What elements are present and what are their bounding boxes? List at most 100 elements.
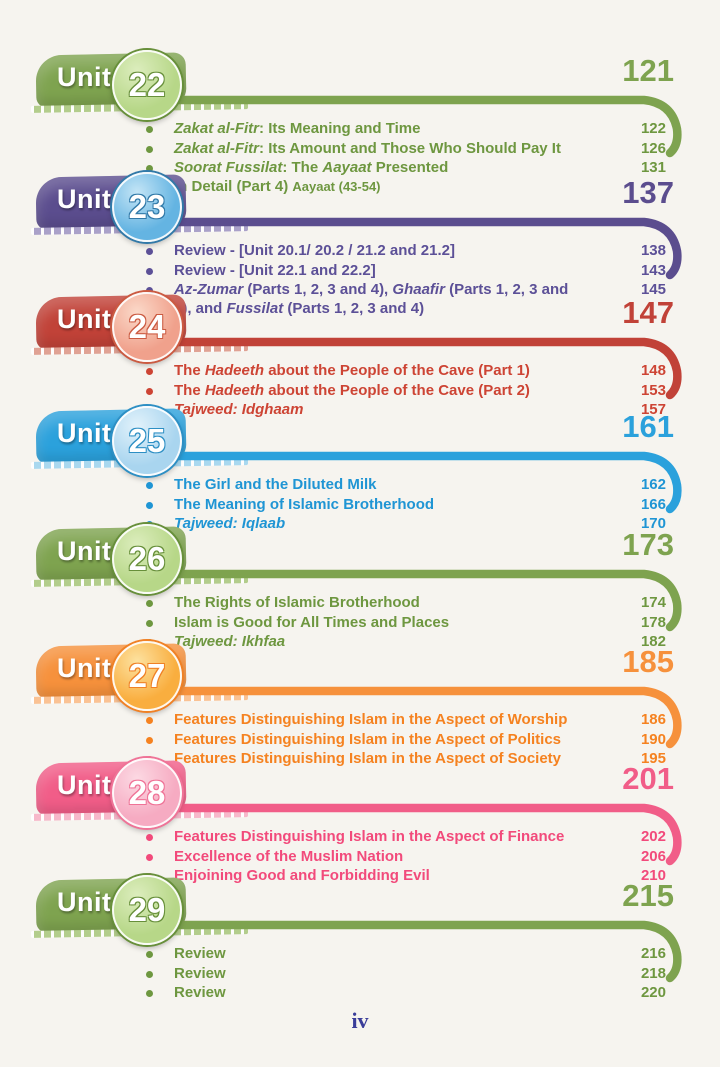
- item-page-number: 174: [640, 594, 666, 611]
- item-title-segment: Review - [Unit 22.1 and 22.2]: [174, 261, 376, 279]
- item-title-segment: Presented: [371, 159, 449, 176]
- item-page-number: 131: [640, 159, 666, 176]
- toc-item: Features Distinguishing Islam in the Asp…: [146, 731, 666, 750]
- item-title-segment: in Detail (Part 4): [174, 177, 293, 195]
- item-title-segment: Review: [174, 945, 226, 962]
- item-title-segment: Review: [174, 984, 226, 1001]
- item-title: The Meaning of Islamic Brotherhood: [174, 496, 622, 515]
- item-title-segment: Features Distinguishing Islam in the Asp…: [174, 730, 562, 748]
- unit-label: Unit: [57, 304, 112, 334]
- unit-label: Unit: [57, 62, 112, 92]
- toc-item: The Meaning of Islamic Brotherhood 166: [146, 496, 666, 515]
- toc-item: Review - [Unit 22.1 and 22.2] 143: [146, 262, 666, 281]
- toc-item: The Girl and the Diluted Milk 162: [146, 476, 666, 495]
- item-title-segment: The Meaning of Islamic Brotherhood: [174, 495, 435, 513]
- item-title-segment: Review - [Unit 20.1/ 20.2 / 21.2 and 21.…: [174, 242, 455, 259]
- item-title-segment: The: [174, 381, 205, 399]
- item-bullet-icon: [146, 267, 153, 275]
- item-title-segment: Tajweed: Idghaam: [174, 401, 304, 418]
- item-bullet-icon: [146, 248, 153, 255]
- item-title-segment: Features Distinguishing Islam in the Asp…: [174, 711, 568, 728]
- unit-page-number: 185: [622, 644, 674, 679]
- unit-number-badge: 25: [112, 406, 182, 476]
- item-title: Features Distinguishing Islam in the Asp…: [174, 731, 622, 750]
- item-title: Zakat al-Fitr: Its Amount and Those Who …: [174, 140, 622, 159]
- item-title-segment: Zakat al-Fitr: [174, 120, 260, 137]
- banner-swoosh-line: [166, 920, 682, 983]
- unit-section-28: Unit 28 201 Features Distinguishing Islam i…: [0, 758, 720, 884]
- banner-swoosh-line: [166, 569, 682, 632]
- banner-swoosh-line: [166, 686, 682, 749]
- unit-banner: Unit 26 173: [0, 524, 720, 632]
- item-title-segment: Hadeeth: [204, 381, 265, 399]
- unit-label: Unit: [57, 536, 112, 566]
- unit-section-26: Unit 26 173 The Rights of Islamic Brotherho…: [0, 524, 720, 650]
- item-title-segment: Zakat al-Fitr: [174, 139, 260, 157]
- item-title-segment: Features Distinguishing Islam in the Asp…: [174, 828, 565, 845]
- item-title: Review: [174, 945, 622, 964]
- toc-item: Review - [Unit 20.1/ 20.2 / 21.2 and 21.…: [146, 242, 666, 261]
- unit-section-29: Unit 29 215 Review 216 Review 218 Review 220: [0, 875, 720, 1001]
- item-title-segment: Aayaat: [322, 159, 372, 176]
- item-title: Review - [Unit 22.1 and 22.2]: [174, 262, 622, 281]
- unit-page-number: 215: [622, 878, 674, 913]
- item-page-number: 170: [640, 515, 666, 532]
- item-title: Tajweed: Idghaam: [174, 401, 622, 420]
- toc-item: Soorat Fussilat: The Aayaat Presented in …: [146, 159, 666, 196]
- item-title-segment: The Rights of Islamic Brotherhood: [174, 594, 420, 611]
- item-title: Features Distinguishing Islam in the Asp…: [174, 828, 622, 847]
- item-page-number: 195: [640, 750, 666, 767]
- unit-number-badge: 24: [112, 292, 182, 362]
- item-title-segment: 4), and: [174, 299, 227, 317]
- unit-items-list: Review 216 Review 218 Review 220: [146, 945, 666, 1004]
- unit-banner: Unit 24 147: [0, 292, 720, 400]
- item-title: Review - [Unit 20.1/ 20.2 / 21.2 and 21.…: [174, 242, 622, 261]
- banner-swoosh-line: [166, 217, 682, 280]
- toc-item: Az-Zumar (Parts 1, 2, 3 and 4), Ghaafir …: [146, 281, 666, 318]
- item-bullet-icon: [146, 990, 153, 997]
- toc-item: Review 216: [146, 945, 666, 964]
- unit-number-badge: 29: [112, 875, 182, 945]
- item-title: The Rights of Islamic Brotherhood: [174, 594, 622, 613]
- unit-label: Unit: [57, 887, 112, 917]
- unit-number-badge: 28: [112, 758, 182, 828]
- unit-section-24: Unit 24 147 The Hadeeth about the People of…: [0, 292, 720, 418]
- item-page-number: 182: [640, 633, 666, 650]
- unit-number-badge: 26: [112, 524, 182, 594]
- toc-item: Features Distinguishing Islam in the Asp…: [146, 828, 666, 847]
- item-title: Soorat Fussilat: The Aayaat Presented in …: [174, 159, 622, 196]
- unit-items-list: Zakat al-Fitr: Its Meaning and Time 122 Za…: [146, 120, 666, 197]
- item-title-segment: : Its Meaning and Time: [259, 120, 421, 137]
- unit-label: Unit: [57, 418, 112, 448]
- unit-page-number: 161: [622, 409, 674, 444]
- toc-item: Islam is Good for All Times and Places 17…: [146, 614, 666, 633]
- item-title-segment: Islam is Good for All Times and Places: [174, 613, 450, 631]
- item-title: Islam is Good for All Times and Places: [174, 614, 622, 633]
- item-title-segment: The: [174, 362, 205, 379]
- item-page-number: 138: [640, 242, 666, 259]
- item-title-segment: Az-Zumar: [174, 281, 244, 298]
- item-page-number: 218: [640, 964, 666, 982]
- item-page-number: 145: [640, 281, 666, 298]
- item-page-number: 206: [640, 847, 666, 865]
- item-title-segment: Enjoining Good and Forbidding Evil: [174, 867, 430, 884]
- item-bullet-icon: [146, 482, 153, 489]
- toc-item: Review 218: [146, 965, 666, 984]
- item-page-number: 202: [640, 828, 666, 845]
- item-title: The Hadeeth about the People of the Cave…: [174, 362, 622, 381]
- banner-swoosh-line: [166, 451, 682, 514]
- item-title: Review: [174, 984, 622, 1003]
- item-title: Tajweed: Ikhfaa: [174, 633, 622, 652]
- item-bullet-icon: [146, 126, 153, 133]
- banner-swoosh-line: [166, 95, 682, 158]
- item-page-number: 126: [640, 139, 666, 157]
- toc-item: Excellence of the Muslim Nation 206: [146, 848, 666, 867]
- toc-item: The Hadeeth about the People of the Cave…: [146, 362, 666, 381]
- item-page-number: 216: [640, 945, 666, 962]
- unit-page-number: 121: [622, 53, 674, 88]
- item-title-segment: : The: [282, 159, 323, 176]
- unit-items-list: The Hadeeth about the People of the Cave…: [146, 362, 666, 421]
- toc-item: Features Distinguishing Islam in the Asp…: [146, 750, 666, 769]
- item-bullet-icon: [146, 368, 153, 375]
